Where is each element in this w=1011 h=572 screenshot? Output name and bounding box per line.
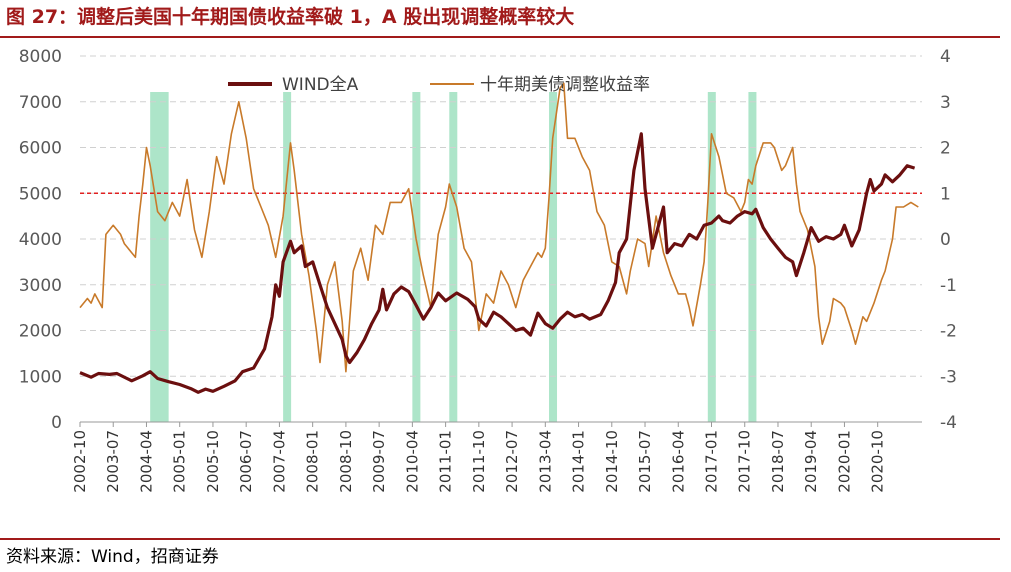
x-tick-label: 2003-07 [104, 430, 122, 493]
left-tick-label: 0 [51, 413, 62, 433]
x-tick-label: 2011-10 [470, 430, 488, 493]
x-tick-label: 2011-01 [437, 430, 455, 493]
x-tick-label: 2007-04 [270, 430, 288, 493]
x-tick-label: 2016-04 [669, 430, 687, 493]
x-tick-label: 2009-07 [370, 430, 388, 493]
series-lines [79, 82, 919, 394]
highlight-band-2 [412, 92, 421, 422]
highlight-band-3 [449, 92, 458, 422]
right-tick-label: -4 [940, 413, 957, 433]
x-tick-label: 2017-10 [736, 430, 754, 493]
legend: WIND全A 十年期美债调整收益率 [228, 75, 650, 95]
x-tick-label: 2013-04 [536, 430, 554, 493]
left-axis-ticks: 0 1000 2000 3000 4000 5000 6000 7000 8000 [19, 47, 62, 433]
right-tick-label: 0 [940, 230, 951, 250]
right-axis-ticks: -4 -3 -2 -1 0 1 2 3 4 [940, 47, 957, 433]
left-tick-label: 4000 [19, 230, 62, 250]
x-tick-label: 2010-04 [403, 430, 421, 493]
x-tick-label: 2018-07 [769, 430, 787, 493]
x-tick-label: 2005-10 [204, 430, 222, 493]
left-tick-label: 6000 [19, 139, 62, 159]
highlight-band-5 [707, 92, 716, 422]
x-tick-label: 2020-01 [835, 430, 853, 493]
chart: 0 1000 2000 3000 4000 5000 6000 7000 8000 -4 -3 -2… [19, 47, 957, 493]
highlight-band-0 [150, 92, 169, 422]
highlight-band-6 [748, 92, 757, 422]
right-tick-label: 4 [940, 47, 951, 67]
left-tick-label: 2000 [19, 322, 62, 342]
right-tick-label: -1 [940, 276, 957, 296]
right-tick-label: -2 [940, 322, 957, 342]
legend-label-wind-a: WIND全A [282, 75, 359, 95]
right-tick-label: 2 [940, 139, 951, 159]
left-tick-label: 5000 [19, 184, 62, 204]
source-rule [0, 538, 1000, 540]
highlight-band-4 [549, 92, 558, 422]
highlight-band-1 [283, 92, 292, 422]
x-tick-label: 2019-04 [802, 430, 820, 493]
x-tick-label: 2008-01 [304, 430, 322, 493]
x-tick-label: 2020-10 [869, 430, 887, 493]
legend-label-us-10y: 十年期美债调整收益率 [480, 75, 650, 95]
left-tick-label: 3000 [19, 276, 62, 296]
x-tick-label: 2002-10 [71, 430, 89, 493]
highlight-bands [150, 92, 757, 422]
series-line-us-10y [79, 82, 919, 373]
right-tick-label: 1 [940, 184, 951, 204]
x-tick-label: 2008-10 [337, 430, 355, 493]
x-tick-label: 2017-01 [703, 430, 721, 493]
left-tick-label: 8000 [19, 47, 62, 67]
gridlines [80, 55, 922, 377]
source-note: 资料来源：Wind，招商证券 [6, 547, 219, 567]
chart-title: 图 27：调整后美国十年期国债收益率破 1，A 股出现调整概率较大 [6, 6, 575, 28]
title-rule [0, 36, 1000, 38]
x-tick-label: 2004-04 [137, 430, 155, 493]
x-tick-label: 2014-10 [603, 430, 621, 493]
series-line-wind-a [79, 132, 916, 394]
right-tick-label: 3 [940, 93, 951, 113]
left-tick-label: 7000 [19, 93, 62, 113]
right-tick-label: -3 [940, 367, 957, 387]
x-tick-label: 2005-01 [171, 430, 189, 493]
x-tick-label: 2014-01 [570, 430, 588, 493]
x-tick-label: 2015-07 [636, 430, 654, 493]
x-tick-label: 2006-07 [237, 430, 255, 493]
x-tick-label: 2012-07 [503, 430, 521, 493]
left-tick-label: 1000 [19, 367, 62, 387]
x-axis-ticks: 2002-10 2003-07 2004-04 2005-01 2005-10 2006-… [71, 422, 887, 493]
